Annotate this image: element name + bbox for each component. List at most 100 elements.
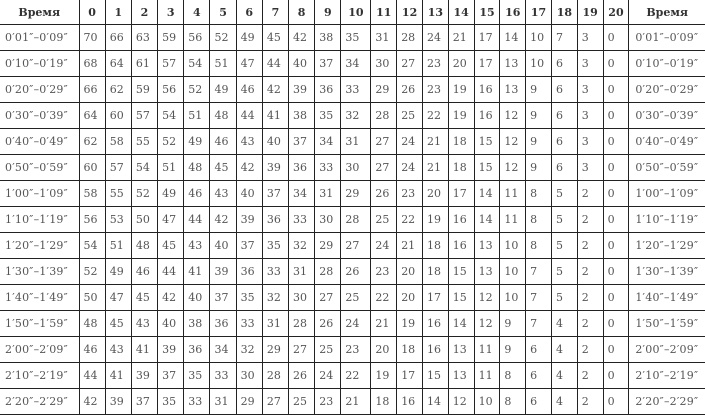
table-cell: 9: [525, 154, 552, 181]
table-cell: 66: [78, 76, 106, 103]
table-cell: 37: [130, 388, 159, 415]
table-cell: 24: [421, 24, 449, 51]
table-cell: 23: [421, 76, 449, 103]
table-cell: 25: [370, 206, 398, 233]
table-cell: 30: [340, 154, 372, 181]
table-cell: 35: [235, 284, 263, 311]
table-cell: 31: [370, 24, 398, 51]
table-cell: 48: [130, 232, 159, 259]
table-cell: 42: [288, 24, 316, 51]
table-cell: 35: [183, 362, 211, 389]
row-time-label: 0′30″–0′39″: [0, 102, 80, 129]
table-cell: 47: [235, 50, 263, 77]
table-cell: 13: [473, 232, 501, 259]
table-cell: 41: [130, 336, 159, 363]
table-cell: 16: [396, 388, 423, 415]
table-cell: 2: [576, 336, 604, 363]
table-cell: 57: [130, 102, 159, 129]
table-cell: 30: [314, 206, 342, 233]
table-cell: 11: [473, 362, 501, 389]
table-cell: 33: [314, 154, 342, 181]
table-row: 1′40″–1′49″ 50 47 45 42 40 37 35 32 30 27 25 22 20 17 1…: [0, 284, 705, 311]
table-cell: 22: [340, 362, 372, 389]
table-cell: 40: [261, 128, 290, 155]
table-cell: 13: [499, 76, 527, 103]
table-row: 2′20″–2′29″ 42 39 37 35 33 31 29 27 25 23 21 18 16 14 1…: [0, 388, 705, 415]
table-cell: 29: [370, 76, 398, 103]
table-cell: 14: [473, 180, 501, 207]
table-cell: 33: [288, 206, 316, 233]
table-cell: 31: [314, 180, 342, 207]
header-column-10: 10: [340, 0, 372, 25]
table-cell: 19: [421, 206, 449, 233]
table-cell: 7: [525, 258, 552, 285]
table-cell: 33: [183, 388, 211, 415]
table-cell: 38: [183, 310, 211, 337]
table-cell: 24: [370, 232, 398, 259]
table-row: 2′00″–2′09″ 46 43 41 39 36 34 32 29 27 25 23 20 18 16 1…: [0, 336, 705, 363]
table-cell: 28: [261, 362, 290, 389]
table-cell: 49: [157, 180, 185, 207]
table-cell: 2: [576, 206, 604, 233]
table-cell: 12: [447, 388, 475, 415]
table-cell: 36: [235, 258, 263, 285]
table-cell: 9: [499, 336, 527, 363]
table-cell: 43: [183, 232, 211, 259]
header-column-9: 9: [314, 0, 342, 25]
row-time-label-right: 0′50″–0′59″: [628, 154, 705, 181]
table-cell: 36: [209, 310, 237, 337]
table-cell: 37: [209, 284, 237, 311]
table-cell: 2: [576, 258, 604, 285]
table-cell: 24: [340, 310, 372, 337]
table-cell: 48: [78, 310, 106, 337]
table-cell: 43: [104, 336, 132, 363]
table-cell: 27: [314, 284, 342, 311]
row-time-label: 0′50″–0′59″: [0, 154, 80, 181]
table-cell: 48: [183, 154, 211, 181]
table-cell: 44: [157, 258, 185, 285]
table-cell: 52: [157, 128, 185, 155]
table-cell: 25: [340, 284, 372, 311]
table-cell: 40: [288, 50, 316, 77]
header-column-11: 11: [370, 0, 398, 25]
table-cell: 40: [209, 232, 237, 259]
table-row: 1′30″–1′39″ 52 49 46 44 41 39 36 33 31 28 26 23 20 18 1…: [0, 258, 705, 285]
table-cell: 27: [370, 128, 398, 155]
table-cell: 36: [288, 154, 316, 181]
table-cell: 11: [473, 336, 501, 363]
table-row: 0′50″–0′59″ 60 57 54 51 48 45 42 39 36 33 30 27 24 21 1…: [0, 154, 705, 181]
header-column-14: 14: [447, 0, 475, 25]
table-cell: 14: [473, 206, 501, 233]
table-cell: 54: [157, 102, 185, 129]
table-cell: 10: [499, 232, 527, 259]
row-time-label-right: 2′10″–2′19″: [628, 362, 705, 389]
row-time-label-right: 0′20″–0′29″: [628, 76, 705, 103]
table-cell: 18: [421, 258, 449, 285]
table-cell: 3: [576, 128, 604, 155]
table-cell: 15: [447, 284, 475, 311]
row-time-label: 0′10″–0′19″: [0, 50, 80, 77]
header-column-17: 17: [525, 0, 552, 25]
table-cell: 10: [525, 50, 552, 77]
table-cell: 29: [261, 336, 290, 363]
table-cell: 18: [447, 154, 475, 181]
table-cell: 51: [183, 102, 211, 129]
table-cell: 25: [396, 102, 423, 129]
header-column-19: 19: [576, 0, 604, 25]
table-cell: 16: [421, 336, 449, 363]
table-cell: 23: [314, 388, 342, 415]
row-time-label-right: 1′00″–1′09″: [628, 180, 705, 207]
table-cell: 18: [396, 336, 423, 363]
table-cell: 49: [235, 24, 263, 51]
table-cell: 4: [550, 310, 578, 337]
table-cell: 2: [576, 180, 604, 207]
table-cell: 19: [447, 102, 475, 129]
table-cell: 9: [525, 76, 552, 103]
row-time-label-right: 1′30″–1′39″: [628, 258, 705, 285]
table-cell: 52: [209, 24, 237, 51]
table-cell: 38: [288, 102, 316, 129]
table-cell: 3: [576, 102, 604, 129]
table-cell: 38: [314, 24, 342, 51]
table-cell: 42: [78, 388, 106, 415]
row-time-label-right: 1′20″–1′29″: [628, 232, 705, 259]
